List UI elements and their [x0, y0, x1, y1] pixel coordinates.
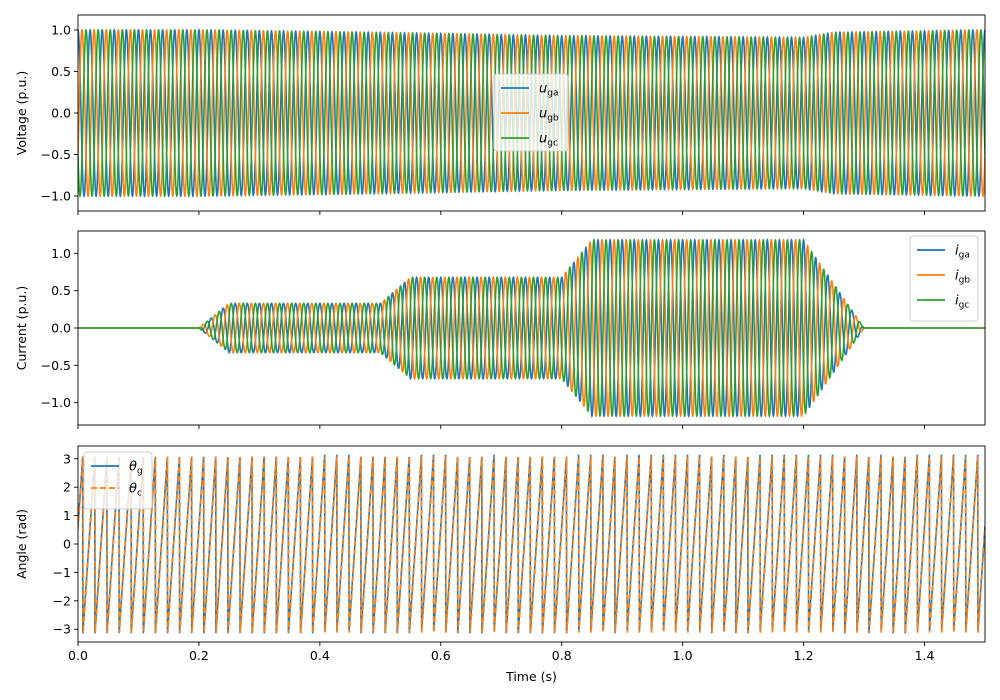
legend-entry: θc	[129, 482, 142, 499]
legend-entry: ugc	[539, 132, 558, 149]
y-tick-label: 0.5	[51, 64, 71, 79]
x-tick-label: 0.4	[310, 648, 330, 663]
y-tick-label: 0	[63, 537, 71, 552]
y-axis-label: Voltage (p.u.)	[14, 71, 29, 155]
legend: iga igb igc	[909, 235, 979, 322]
plot-area	[78, 237, 985, 419]
x-tick-label: 1.2	[794, 648, 814, 663]
y-tick-label: −0.5	[41, 147, 71, 162]
chart-panel-2: −1.0 −0.5 0.0 0.5 1.0 Current (p.u.) iga igb igc	[14, 230, 986, 429]
y-axis-label: Current (p.u.)	[14, 286, 29, 370]
legend: uga ugb ugc	[493, 73, 569, 152]
y-tick-label: −1	[53, 565, 71, 580]
x-tick-label: 1.4	[915, 648, 935, 663]
legend-box	[493, 73, 569, 152]
chart-panel-1: −1.0 −0.5 0.0 0.5 1.0 Voltage (p.u.) uga ugb ugc	[14, 14, 986, 215]
x-tick-label: 0.8	[552, 648, 572, 663]
x-tick-label: 1.0	[673, 648, 693, 663]
series-line-u-ga	[78, 28, 985, 198]
y-tick-label: −0.5	[41, 358, 71, 373]
legend-entry: iga	[955, 244, 970, 261]
legend-box	[83, 451, 153, 510]
y-tick-label: 1	[63, 508, 71, 523]
legend-entry: igb	[955, 269, 970, 286]
legend-entry: ugb	[539, 107, 559, 124]
series-line-θ-c	[78, 456, 985, 633]
legend-entry: igc	[955, 294, 969, 311]
plot-area	[78, 454, 985, 634]
y-tick-label: −2	[53, 593, 71, 608]
x-tick-label: 0.2	[189, 648, 209, 663]
y-axis-label: Angle (rad)	[14, 509, 29, 579]
y-tick-label: −3	[53, 622, 71, 637]
series-line-i-ga	[78, 237, 985, 419]
series-line-i-gc	[78, 238, 985, 418]
y-tick-label: 3	[63, 451, 71, 466]
y-tick-label: 0.5	[51, 283, 71, 298]
chart-panel-3: −3 −2 −1 0 1 2 3 0.0 0.2 0.4 0.6 0.8 1.0 1.2 1.4 Angle …	[14, 445, 986, 684]
series-line-θ-g	[78, 454, 985, 634]
x-tick-label: 0.0	[68, 648, 88, 663]
y-tick-label: 0.0	[51, 106, 71, 121]
x-tick-label: 0.6	[431, 648, 451, 663]
y-tick-label: −1.0	[41, 395, 71, 410]
legend: θg θc	[83, 451, 153, 510]
legend-entry: uga	[539, 82, 558, 99]
x-axis-label: Time (s)	[505, 669, 557, 684]
y-tick-label: 1.0	[51, 22, 71, 37]
y-tick-label: 2	[63, 480, 71, 495]
legend-entry: θg	[129, 460, 143, 477]
y-tick-label: −1.0	[41, 189, 71, 204]
y-tick-label: 0.0	[51, 321, 71, 336]
y-tick-label: 1.0	[51, 246, 71, 261]
